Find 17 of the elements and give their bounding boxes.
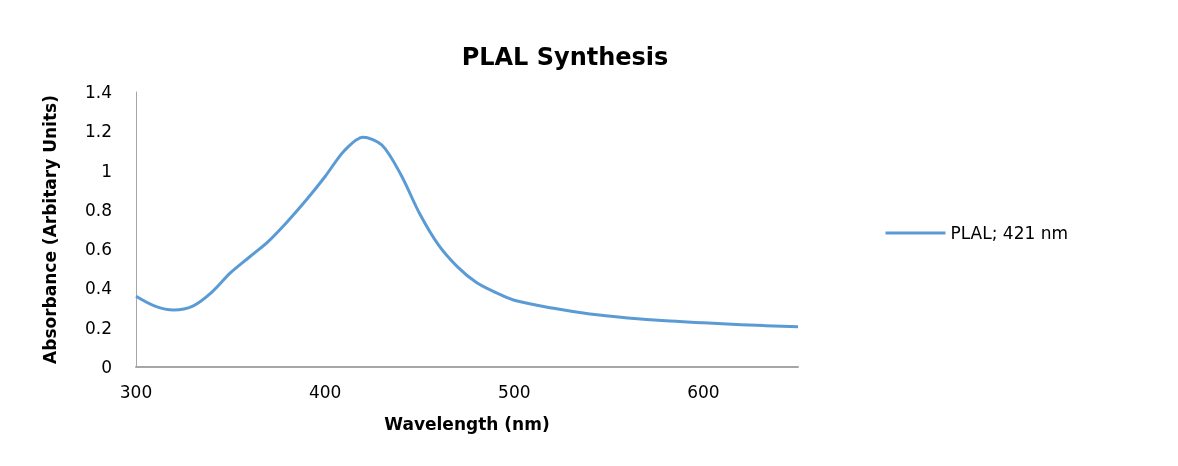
legend-label: PLAL; 421 nm — [950, 223, 1068, 243]
x-tick-label: 300 — [119, 381, 153, 402]
y-tick-label: 1.4 — [84, 82, 112, 102]
chart-title: PLAL Synthesis — [461, 43, 669, 71]
x-axis-title: Wavelength (nm) — [384, 413, 550, 434]
y-tick-label: 0.6 — [84, 239, 112, 260]
y-tick-label: 1.2 — [84, 121, 112, 142]
y-tick-label: 1 — [101, 160, 112, 181]
y-tick-label: 0.4 — [84, 278, 112, 299]
x-tick-label: 600 — [687, 381, 720, 402]
y-axis-title: Absorbance (Arbitary Units) — [39, 95, 60, 364]
line-series — [134, 135, 800, 329]
y-tick-label: 0.8 — [84, 199, 112, 220]
x-tick-label: 400 — [308, 381, 342, 402]
y-tick-label: 0 — [101, 357, 112, 377]
y-tick-label: 0.2 — [84, 317, 112, 338]
x-tick-label: 500 — [498, 381, 531, 402]
